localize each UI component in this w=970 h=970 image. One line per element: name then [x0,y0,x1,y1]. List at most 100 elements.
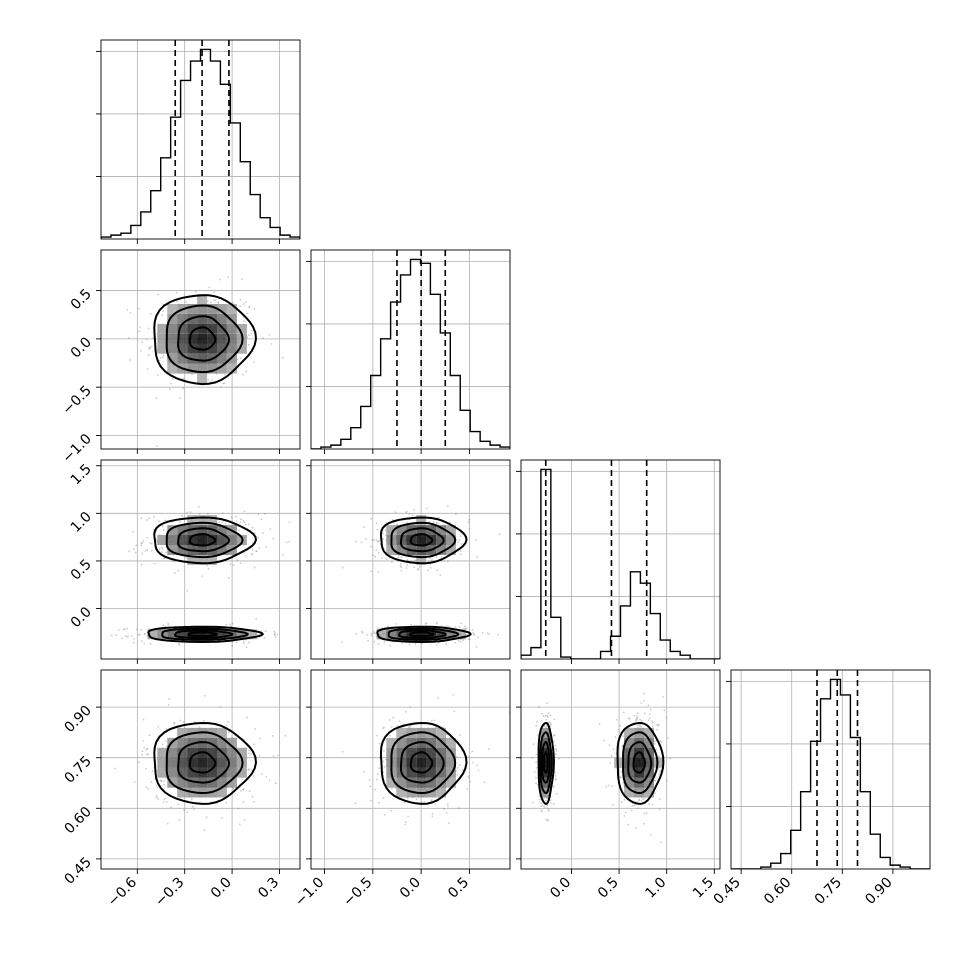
scatter-point [371,538,374,541]
contour-line [174,629,234,639]
scatter-point [396,523,398,526]
scatter-point [374,632,377,635]
scatter-point [543,725,546,727]
scatter-point [203,720,205,722]
density-cell [207,343,217,354]
scatter-point [415,798,418,801]
scatter-point [461,769,464,772]
scatter-point [253,308,256,310]
scatter-point [414,559,417,562]
scatter-point [253,743,255,746]
scatter-point [389,734,391,737]
density-cell [644,787,654,798]
scatter-point [373,539,376,541]
scatter-point [541,804,544,807]
scatter-point [248,749,250,752]
scatter-point [165,728,168,730]
scatter-point [640,702,643,704]
scatter-point [246,312,249,315]
scatter-point [163,798,166,800]
scatter-point [370,799,372,802]
scatter-point [185,556,188,559]
density-cell [187,767,198,778]
density-cell [236,343,247,354]
scatter-point [162,354,165,357]
scatter-point [360,630,363,633]
density-cell [614,757,625,768]
scatter-point [158,547,161,550]
density-cell [207,333,217,344]
scatter-point [247,343,250,346]
scatter-point [191,805,194,808]
scatter-point [619,776,622,779]
scatter-point [84,326,86,328]
scatter-point [622,781,624,784]
scatter-point [443,560,446,562]
scatter-point [456,773,459,776]
scatter-point [640,726,643,728]
scatter-point [435,521,438,524]
scatter-point [488,748,490,750]
scatter-point [427,569,429,572]
density-cell [396,545,407,555]
scatter-point [400,556,403,559]
y-tick-label: 0.5 [68,556,95,583]
scatter-point [117,629,120,631]
scatter-point [440,556,443,558]
density-cell [406,747,417,758]
scatter-point [398,554,400,557]
scatter-point [272,537,275,540]
scatter-point [182,387,185,390]
scatter-point [429,557,432,559]
scatter-point [546,714,548,717]
x-tick-label: 0.5 [445,875,472,902]
scatter-point [622,711,625,714]
scatter-point [273,634,276,637]
density-cell [167,747,178,758]
scatter-point [400,569,403,572]
contour-line [627,741,653,784]
scatter-point [142,740,145,742]
scatter-point [147,354,150,356]
density-cell [227,343,237,354]
density-cell [416,757,427,768]
contour-line [390,521,457,559]
scatter-point [623,798,626,801]
density-cell [157,323,168,334]
scatter-point [255,550,257,553]
density-cell [207,737,217,748]
contour-line [161,627,250,641]
scatter-point [554,744,557,747]
scatter-point [460,543,463,545]
scatter-point [240,278,243,281]
scatter-point [546,807,548,809]
scatter-point [454,626,457,628]
density-cell [436,777,446,788]
scatter-point [406,564,409,567]
scatter-point [448,822,450,824]
scatter-point [143,746,146,749]
density-cell [207,535,217,545]
scatter-point [205,564,208,567]
scatter-point [170,806,172,809]
scatter-point [157,797,160,800]
density-r2c0 [110,505,291,649]
scatter-point [250,332,253,335]
y-tick-label: 1.0 [68,509,95,536]
scatter-point [271,735,274,737]
scatter-point [374,555,377,558]
scatter-point [162,624,165,627]
scatter-point [638,799,640,802]
x-tick-label: 0.5 [595,875,622,902]
scatter-point [458,538,461,541]
scatter-point [456,541,459,543]
scatter-point [231,622,234,625]
scatter-point [469,638,471,641]
scatter-point [659,771,661,773]
scatter-point [223,382,226,385]
scatter-point [161,743,164,746]
density-cell [197,554,208,565]
contour-line [177,527,231,553]
scatter-point [110,634,113,637]
